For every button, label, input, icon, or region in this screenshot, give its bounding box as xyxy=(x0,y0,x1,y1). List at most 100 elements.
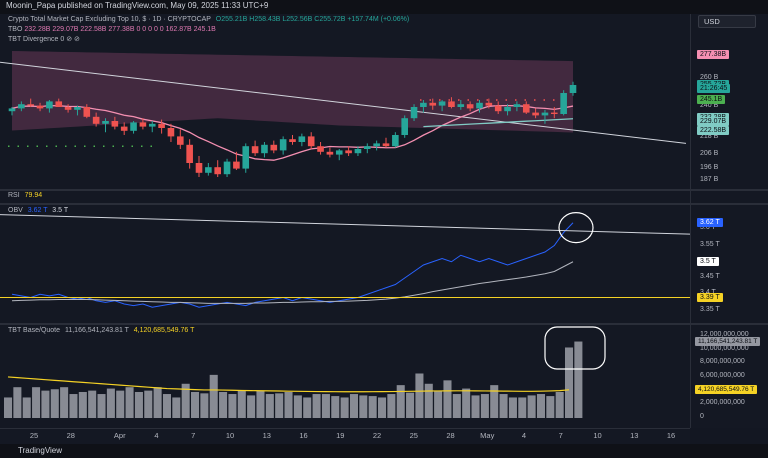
candle-body xyxy=(120,126,128,131)
price-chart[interactable] xyxy=(0,14,768,189)
candle-body xyxy=(410,107,418,119)
volume-bar xyxy=(443,380,452,418)
volume-bar xyxy=(565,347,574,418)
time-axis-label: 7 xyxy=(558,431,563,440)
price-badge: 245.1B xyxy=(697,94,726,104)
tbo-legend: TBO 232.28B 229.07B 222.58B 277.38B 0 0 … xyxy=(8,26,216,33)
candle-body xyxy=(242,146,250,169)
obv-badge: 3.5 T xyxy=(697,256,719,266)
price-tick-label: 187 B xyxy=(700,176,719,184)
volume-bar xyxy=(97,394,106,418)
tbt-badge: 4,120,685,549.76 T xyxy=(695,384,758,394)
price-pane[interactable] xyxy=(0,14,690,189)
volume-bar xyxy=(527,395,536,418)
volume-bar xyxy=(424,383,433,418)
candle-body xyxy=(18,104,25,109)
obv-legend: OBV 3.62 T 3.5 T xyxy=(8,207,68,214)
pane-separator[interactable] xyxy=(0,203,768,205)
volume-bar xyxy=(536,394,545,418)
tbt-title: TBT Base/Quote xyxy=(8,327,61,334)
candle-body xyxy=(298,136,306,142)
volume-bar xyxy=(452,394,461,418)
tbt-tick-label: 2,000,000,000 xyxy=(700,399,745,407)
currency-selector[interactable]: USD xyxy=(698,15,756,28)
time-axis-label: Apr xyxy=(113,431,126,440)
volume-bar xyxy=(32,387,41,418)
candle-body xyxy=(392,135,399,147)
volume-bar xyxy=(368,396,377,418)
volume-bar xyxy=(200,393,209,418)
candle-body xyxy=(46,101,53,109)
annotation-circle xyxy=(558,212,594,244)
time-axis-label: 4 xyxy=(154,431,159,440)
trendline xyxy=(0,61,687,144)
volume-bar xyxy=(321,394,330,418)
tbt-tick-label: 6,000,000,000 xyxy=(700,371,745,379)
volume-bar xyxy=(490,385,499,418)
volume-bar xyxy=(69,394,78,418)
candle-body xyxy=(111,121,119,127)
candle-body xyxy=(513,104,521,107)
obv-badge: 3.39 T xyxy=(697,292,723,302)
volume-bar xyxy=(434,390,443,418)
candle-body xyxy=(55,101,63,107)
volume-bar xyxy=(191,391,200,418)
annotation-box xyxy=(544,326,606,370)
candle-body xyxy=(448,101,455,107)
tbt-legend: TBT Base/Quote 11,166,541,243.81 T 4,120… xyxy=(8,327,194,334)
volume-bar xyxy=(574,341,583,418)
volume-bar xyxy=(275,393,284,418)
candle-body xyxy=(205,167,212,173)
volume-bar xyxy=(88,390,97,418)
tbt-value: 11,166,541,243.81 T xyxy=(64,327,129,334)
candle-body xyxy=(233,161,240,169)
tbt-ma-value: 4,120,685,549.76 T xyxy=(133,327,195,334)
time-axis-label: 13 xyxy=(630,431,639,440)
candle-body xyxy=(195,163,203,173)
volume-bar xyxy=(228,394,237,418)
obv-series-line xyxy=(11,222,574,308)
time-axis-label: 13 xyxy=(262,431,271,440)
volume-bar xyxy=(406,392,415,418)
candle-body xyxy=(532,112,539,116)
volume-bar xyxy=(247,395,256,418)
candle-body xyxy=(551,112,558,114)
volume-bar xyxy=(303,397,312,418)
pane-separator[interactable] xyxy=(0,189,768,191)
candle-body xyxy=(74,107,81,110)
volume-bar xyxy=(546,396,555,418)
obv-tick-label: 3.35 T xyxy=(700,305,720,313)
volume-bar xyxy=(499,394,508,418)
volume-bar xyxy=(284,391,293,418)
obv-ma-value: 3.5 T xyxy=(52,207,69,214)
candle-body xyxy=(270,144,278,151)
rsi-legend: RSI 79.94 xyxy=(8,192,42,199)
candle-body xyxy=(522,104,530,113)
volume-bar xyxy=(256,390,265,418)
volume-ma-line xyxy=(7,376,570,393)
candle-body xyxy=(382,143,390,147)
candle-body xyxy=(307,136,315,147)
tbo-values: 232.28B 229.07B 222.58B 277.38B 0 0 0 0 … xyxy=(24,26,216,33)
candle-body xyxy=(345,150,352,154)
tradingview-logo: TradingView xyxy=(18,446,63,455)
volume-bar xyxy=(116,390,125,418)
volume-bar xyxy=(293,395,302,418)
obv-chart[interactable] xyxy=(0,205,768,323)
volume-bar xyxy=(340,397,349,418)
candle-body xyxy=(64,107,72,110)
volume-bar xyxy=(153,387,162,418)
divergence-legend: TBT Divergence 0 ⊘ ⊘ xyxy=(8,36,80,43)
candle-body xyxy=(457,104,465,107)
tbt-tick-label: 12,000,000,000 xyxy=(700,330,749,338)
candle-body xyxy=(317,146,324,152)
rsi-pane[interactable] xyxy=(0,191,690,203)
publisher-bar: Moonin_Papa published on TradingView.com… xyxy=(0,0,768,14)
time-axis-label: 25 xyxy=(409,431,418,440)
candle-body xyxy=(27,104,34,106)
candle-body xyxy=(83,107,91,117)
tbt-chart[interactable] xyxy=(0,325,768,428)
pane-separator[interactable] xyxy=(0,323,768,325)
volume-bar xyxy=(134,391,143,418)
time-axis[interactable] xyxy=(0,428,690,445)
